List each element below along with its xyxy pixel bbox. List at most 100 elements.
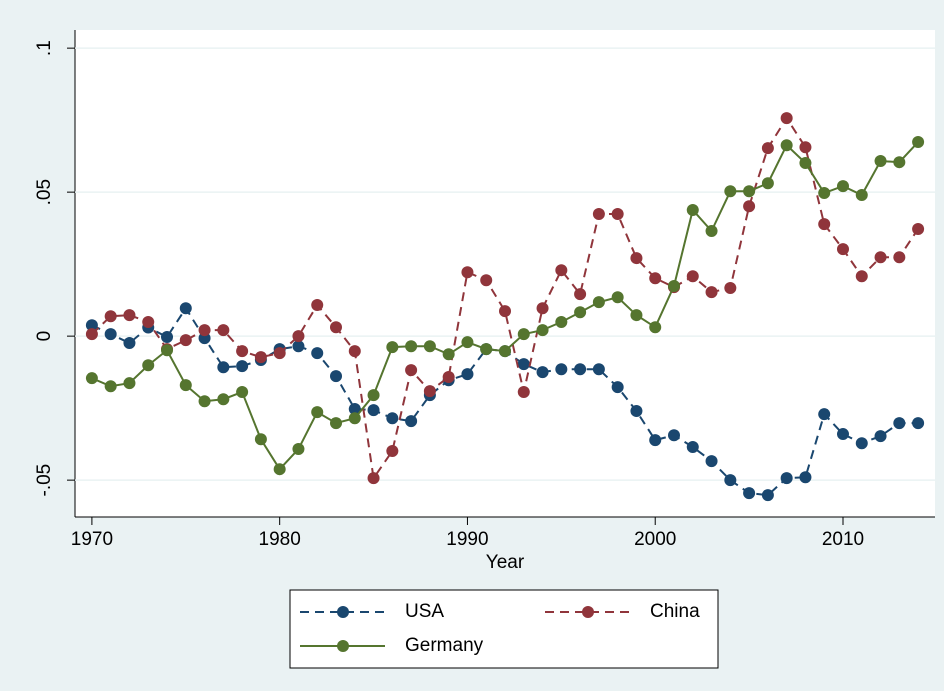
point xyxy=(649,272,662,285)
point xyxy=(423,385,436,398)
series-line xyxy=(91,116,919,481)
point xyxy=(611,381,624,394)
point xyxy=(592,363,605,376)
point xyxy=(142,359,155,372)
point xyxy=(836,243,849,256)
point xyxy=(499,305,511,318)
point xyxy=(705,455,718,468)
point xyxy=(705,286,718,299)
point xyxy=(161,331,174,344)
point xyxy=(574,306,587,319)
point xyxy=(836,180,849,193)
point xyxy=(799,141,812,154)
point xyxy=(536,366,549,379)
point xyxy=(893,156,906,169)
point xyxy=(667,280,680,293)
point xyxy=(104,380,117,393)
point xyxy=(348,403,361,416)
point xyxy=(123,309,136,322)
point xyxy=(799,157,812,170)
point xyxy=(348,345,361,358)
point xyxy=(442,348,455,361)
legend-box xyxy=(289,589,719,669)
plot-area xyxy=(75,30,935,517)
point xyxy=(874,251,887,264)
point xyxy=(555,264,568,277)
point xyxy=(574,288,587,301)
point xyxy=(292,443,305,456)
point xyxy=(536,324,549,337)
point xyxy=(912,136,925,149)
point xyxy=(611,291,624,304)
point xyxy=(386,445,399,458)
point xyxy=(367,472,380,485)
point xyxy=(705,225,718,238)
point xyxy=(761,177,774,190)
point xyxy=(517,386,530,399)
point xyxy=(555,363,568,376)
legend-label: China xyxy=(650,601,700,622)
point xyxy=(780,112,793,125)
legend-label: Germany xyxy=(405,635,484,656)
point xyxy=(198,324,211,337)
point xyxy=(761,142,774,155)
point xyxy=(480,343,493,356)
x-axis-label: Year xyxy=(486,552,525,573)
point xyxy=(592,208,605,221)
point xyxy=(311,347,324,360)
point xyxy=(217,324,230,337)
point xyxy=(311,299,324,312)
point xyxy=(442,371,455,384)
point xyxy=(179,334,192,347)
point xyxy=(818,187,831,200)
point xyxy=(836,428,849,441)
point xyxy=(330,370,343,383)
point xyxy=(104,328,117,341)
point xyxy=(724,282,737,295)
x-tick-label: 1970 xyxy=(71,529,113,550)
point xyxy=(292,340,305,353)
point xyxy=(761,489,774,502)
point xyxy=(386,412,399,425)
point xyxy=(536,302,549,315)
point xyxy=(461,266,474,279)
point xyxy=(236,345,249,358)
point xyxy=(499,345,511,358)
point xyxy=(142,316,155,329)
point xyxy=(630,252,643,265)
point xyxy=(423,340,436,353)
legend-marker xyxy=(337,640,349,652)
point xyxy=(874,430,887,443)
point xyxy=(893,251,906,264)
point xyxy=(686,441,699,454)
point xyxy=(780,472,793,485)
point xyxy=(198,395,211,408)
point xyxy=(330,417,343,430)
point xyxy=(161,344,174,357)
point xyxy=(292,330,305,343)
point xyxy=(611,208,624,221)
point xyxy=(123,377,136,390)
point xyxy=(912,223,925,236)
point xyxy=(405,340,418,353)
point xyxy=(367,404,380,417)
point xyxy=(461,336,474,349)
point xyxy=(630,405,643,418)
point xyxy=(912,417,925,430)
point xyxy=(123,337,136,350)
point xyxy=(630,309,643,322)
point xyxy=(893,417,906,430)
point xyxy=(405,364,418,377)
point xyxy=(254,433,267,446)
point xyxy=(330,321,343,334)
x-tick-label: 2010 xyxy=(822,529,864,550)
point xyxy=(311,406,324,419)
point xyxy=(743,185,756,198)
point xyxy=(855,437,868,450)
point xyxy=(179,379,192,392)
point xyxy=(104,310,117,323)
point xyxy=(799,471,812,484)
point xyxy=(217,361,230,374)
x-tick-label: 1990 xyxy=(446,529,488,550)
